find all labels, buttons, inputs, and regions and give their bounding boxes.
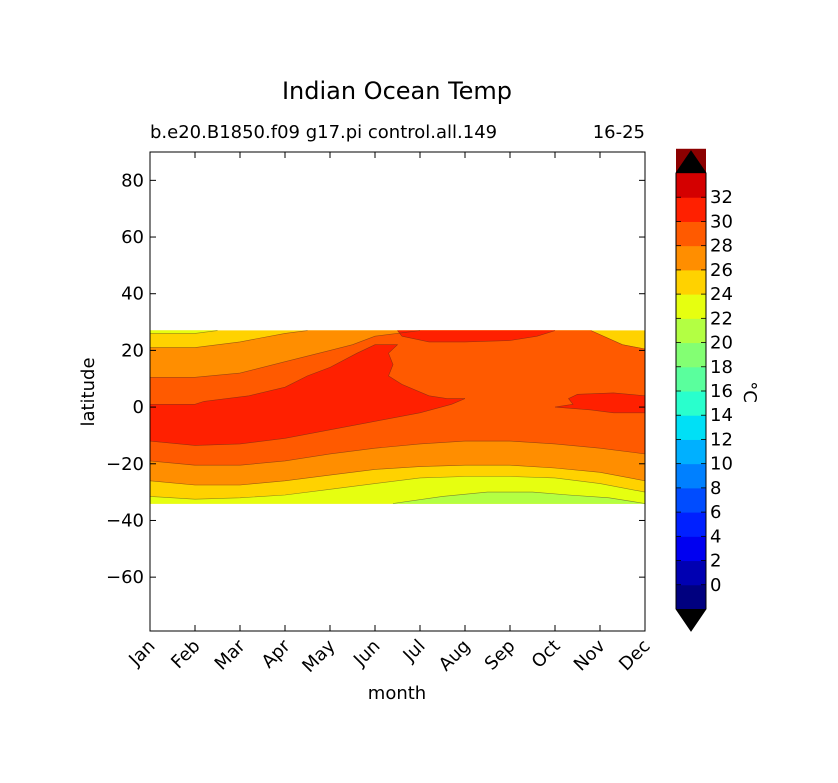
y-tick-label: 20: [121, 340, 144, 361]
colorbar-tick-label: 4: [710, 526, 721, 547]
colorbar-tick-label: 10: [710, 454, 733, 475]
x-axis-label: month: [368, 683, 426, 704]
y-axis-label: latitude: [78, 357, 99, 426]
y-tick-label: −40: [106, 510, 144, 531]
x-tick-label: Jul: [399, 636, 430, 667]
colorbar-tick-label: 12: [710, 429, 733, 450]
contour-line-22-south: [149, 476, 646, 500]
y-tick-label: −60: [106, 567, 144, 588]
contour-line-26-east: [590, 330, 646, 350]
contour-line-20-south: [392, 491, 646, 504]
colorbar-segment: [676, 536, 706, 562]
x-tick-label: Apr: [258, 635, 295, 672]
plot-frame: [149, 151, 646, 632]
x-tick-label: Nov: [570, 635, 610, 675]
colorbar-outline: [675, 150, 707, 632]
contour-line-28-top: [397, 330, 556, 343]
y-tick-label: 60: [121, 227, 144, 248]
colorbar-tick-label: 30: [710, 211, 733, 232]
colorbar-segment: [676, 197, 706, 222]
chart-subtitle-left: b.e20.B1850.f09 g17.pi control.all.149: [150, 122, 497, 143]
colorbar-tick-label: 2: [710, 551, 721, 572]
x-tick-label: Sep: [481, 636, 520, 675]
contour-lines: [149, 330, 646, 504]
colorbar-segment: [676, 173, 706, 198]
colorbar-tick-label: 18: [710, 357, 733, 378]
colorbar-segment: [676, 487, 706, 513]
contour-line-24-north: [150, 330, 308, 348]
colorbar-segment: [676, 391, 706, 416]
contour-fills: [149, 330, 646, 504]
x-tick-label: May: [298, 635, 339, 676]
colorbar-segment: [676, 560, 706, 586]
colorbar-tick-label: 28: [710, 236, 733, 257]
colorbar-segment: [676, 294, 706, 319]
contour-line-22-north: [150, 330, 218, 334]
colorbar-extend-over: [676, 151, 706, 173]
colorbar-segment: [676, 366, 706, 392]
colorbar-tick-label: 26: [710, 260, 733, 281]
contour-line-28-south: [149, 398, 466, 446]
colorbar-tick-label: 24: [710, 284, 733, 305]
colorbar-tick-label: 14: [710, 405, 733, 426]
colorbar-tick-label: 0: [710, 575, 721, 596]
contour-line-28-north: [150, 344, 465, 405]
x-tick-label: Mar: [211, 635, 250, 674]
colorbar-segment: [676, 245, 706, 271]
contour-line-28-east: [554, 392, 646, 414]
colorbar-tick-label: 32: [710, 187, 733, 208]
colorbar-segment: [676, 512, 706, 537]
colorbar-label: °C: [739, 381, 760, 403]
colorbar-segment: [676, 584, 706, 610]
colorbar-segment: [676, 318, 706, 344]
colorbar-segment: [676, 269, 706, 295]
colorbar-segment: [676, 342, 706, 368]
x-tick-label: Feb: [167, 636, 204, 673]
colorbar-extend-under: [676, 609, 706, 631]
y-tick-label: −20: [106, 454, 144, 475]
colorbar-segment: [676, 463, 706, 489]
y-axis: 80 60 40 20 0 −20 −40 −60: [106, 170, 645, 588]
colorbar-segment: [676, 415, 706, 440]
colorbar-tick-label: 20: [710, 333, 733, 354]
colorbar-segment: [676, 439, 706, 465]
x-tick-label: Dec: [615, 636, 654, 675]
colorbar-tick-label: 16: [710, 381, 733, 402]
chart-title: Indian Ocean Temp: [282, 77, 512, 105]
y-tick-label: 80: [121, 170, 144, 191]
colorbar-tick-label: 6: [710, 502, 721, 523]
contour-line-26-south: [149, 440, 646, 466]
x-tick-label: Oct: [528, 636, 565, 673]
x-tick-label: Jan: [124, 636, 159, 671]
colorbar-tick-label: 8: [710, 478, 721, 499]
contour-line-24-south: [149, 464, 646, 486]
colorbar-tick-label: 22: [710, 308, 733, 329]
x-tick-label: Jun: [349, 636, 384, 671]
contour-line-26-north: [150, 330, 421, 378]
y-tick-label: 40: [121, 284, 144, 305]
chart-subtitle-right: 16-25: [593, 122, 645, 143]
colorbar-segment: [676, 221, 706, 247]
x-tick-label: Aug: [435, 636, 475, 676]
y-tick-label: 0: [133, 397, 144, 418]
